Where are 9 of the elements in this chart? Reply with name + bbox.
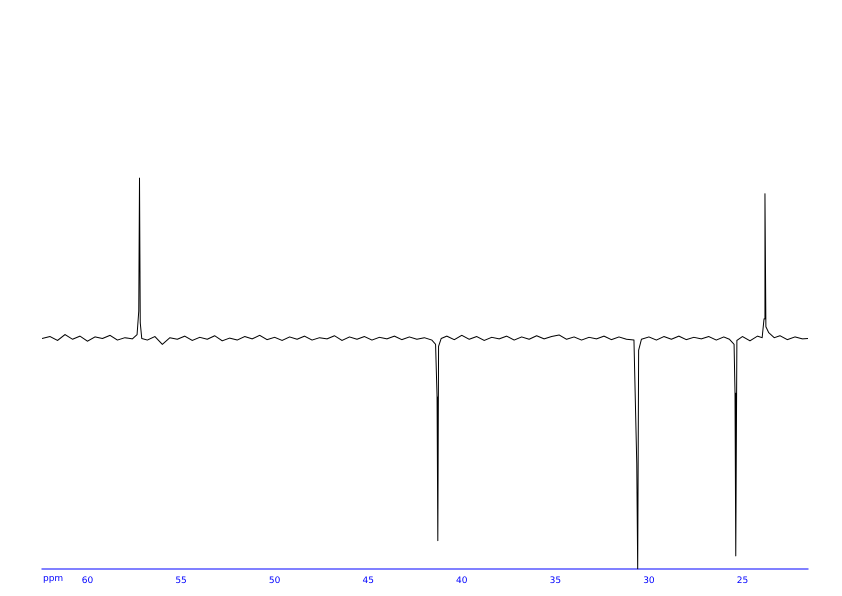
x-tick-label: 40 <box>456 576 468 586</box>
x-tick-label: 25 <box>736 576 748 586</box>
x-tick-label: 60 <box>82 576 94 586</box>
x-tick-label: 45 <box>362 576 374 586</box>
x-tick-label: 55 <box>175 576 187 586</box>
x-axis-title: ppm <box>43 574 64 584</box>
x-tick-label: 35 <box>550 576 562 586</box>
x-tick-label: 50 <box>268 576 281 586</box>
x-tick-label: 30 <box>643 576 655 586</box>
